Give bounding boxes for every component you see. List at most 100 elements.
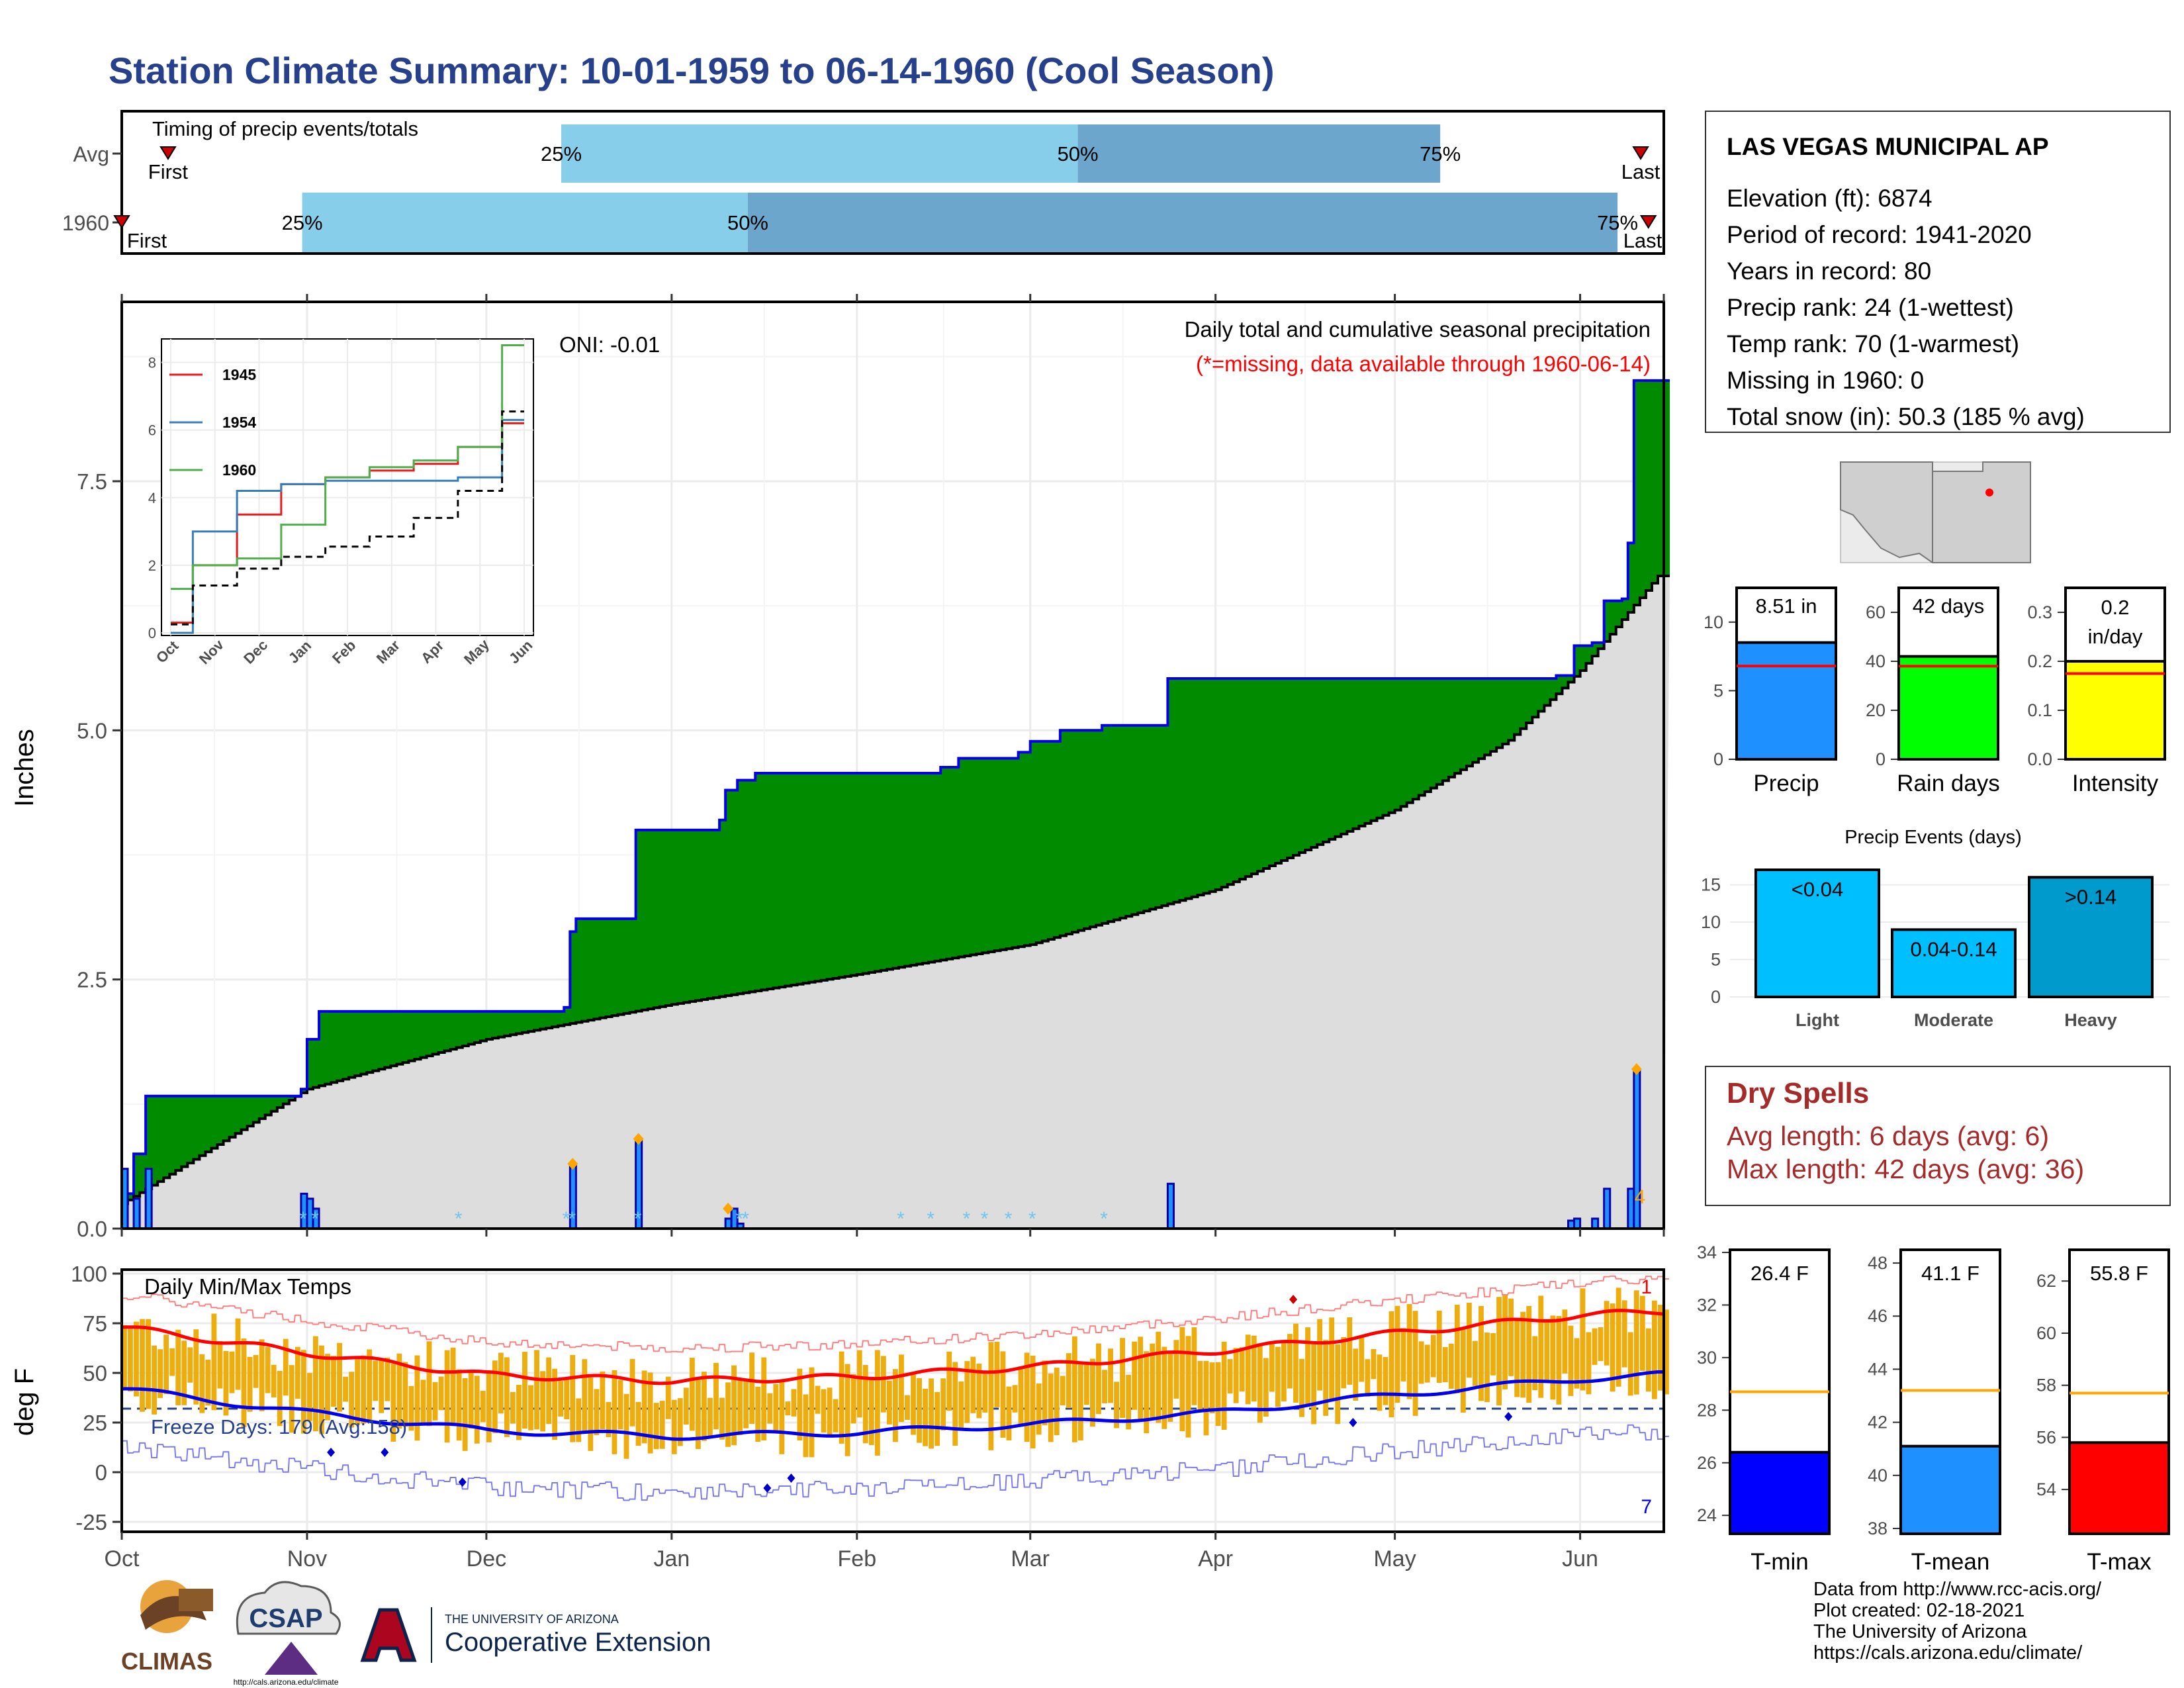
daily-temp-bar: [414, 1355, 420, 1441]
daily-temp-bar: [462, 1378, 468, 1451]
last-label: Last: [1623, 229, 1662, 252]
daily-temp-bar: [588, 1377, 594, 1451]
daily-temp-bar: [1610, 1303, 1615, 1392]
daily-temp-bar: [683, 1387, 689, 1425]
daily-temp-bar: [1502, 1295, 1508, 1389]
daily-temp-bar: [546, 1357, 552, 1425]
daily-temp-bar: [492, 1360, 498, 1434]
daily-temp-bar: [1036, 1383, 1042, 1435]
daily-temp-bar: [146, 1319, 151, 1409]
temp-y-tick-label: 100: [71, 1262, 107, 1286]
daily-temp-bar: [647, 1372, 653, 1454]
average-line: [122, 574, 1670, 1205]
daily-temp-bar: [199, 1354, 205, 1413]
summary-tick-label: 0: [1713, 749, 1723, 769]
daily-temp-bar: [337, 1342, 342, 1412]
first-event-marker: [159, 146, 177, 160]
station-info-line: Total snow (in): 50.3 (185 % avg): [1727, 403, 2085, 430]
ua-logo: THE UNIVERSITY OF ARIZONA Cooperative Ex…: [360, 1607, 711, 1663]
daily-temp-bar: [1359, 1336, 1365, 1382]
daily-temp-bar: [158, 1349, 163, 1398]
daily-temp-bar: [325, 1354, 330, 1421]
daily-temp-bar: [564, 1377, 570, 1420]
daily-temp-bar: [1024, 1352, 1030, 1442]
daily-temp-bar: [1066, 1353, 1071, 1409]
record-low-marker: [787, 1474, 796, 1483]
daily-temp-bar: [1424, 1344, 1430, 1383]
daily-temp-bar: [821, 1389, 827, 1433]
daily-temp-bar: [522, 1352, 527, 1429]
cumulative-line: [122, 379, 1670, 1196]
daily-temp-bar: [1245, 1335, 1251, 1405]
daily-temp-bar: [570, 1354, 576, 1442]
climas-logo: CLIMAS: [121, 1580, 213, 1675]
daily-temp-bar: [874, 1350, 880, 1456]
daily-temp-bar: [1161, 1346, 1167, 1429]
month-label: Nov: [287, 1546, 327, 1571]
daily-temp-bar: [229, 1351, 235, 1393]
temp-summary-tick-label: 40: [1868, 1466, 1888, 1485]
timing-pct-label: 25%: [541, 142, 582, 165]
daily-temp-bar: [576, 1398, 582, 1442]
daily-temp-bar: [856, 1350, 862, 1418]
daily-temp-bar: [1341, 1336, 1347, 1389]
precip-note-2: (*=missing, data available through 1960-…: [1196, 352, 1651, 376]
heavy-event-marker: [1631, 1063, 1642, 1076]
daily-temp-bar: [552, 1368, 558, 1440]
daily-temp-bar: [474, 1376, 480, 1444]
daily-temp-bar: [827, 1387, 833, 1436]
daily-precip-bar: [1603, 1188, 1612, 1230]
inset-y-label: 0: [148, 625, 156, 641]
daily-temp-bar: [940, 1378, 946, 1430]
daily-temp-bar: [582, 1359, 588, 1431]
credit-url: https://cals.arizona.edu/climate/: [1813, 1642, 2083, 1664]
events-tick-label: 5: [1711, 950, 1721, 970]
daily-temp-bar: [1388, 1311, 1394, 1418]
daily-temp-bar: [134, 1321, 139, 1397]
location-map: [1840, 461, 2031, 563]
daily-temp-bar: [1442, 1347, 1448, 1383]
daily-temp-bar: [868, 1379, 874, 1445]
daily-temp-bar: [128, 1328, 133, 1392]
daily-temp-bar: [390, 1364, 396, 1442]
daily-temp-bar: [169, 1348, 175, 1376]
daily-temp-bar: [235, 1318, 241, 1390]
daily-temp-bar: [1651, 1300, 1657, 1399]
dry-spells-title: Dry Spells: [1727, 1077, 1869, 1109]
daily-temp-bar: [1191, 1327, 1197, 1405]
summary-tick-label: 0.3: [2027, 602, 2052, 622]
events-bar-text: 0.04-0.14: [1911, 937, 1997, 961]
inset-y-label: 8: [148, 355, 156, 371]
daily-temp-bar: [1526, 1305, 1532, 1403]
daily-temp-bar: [1071, 1336, 1077, 1442]
daily-temp-bar: [373, 1360, 379, 1401]
daily-temp-bar: [1227, 1359, 1233, 1394]
month-label: Oct: [105, 1546, 140, 1571]
temp-summary-tick-label: 62: [2036, 1271, 2056, 1291]
daily-temp-bar: [223, 1350, 229, 1416]
daily-temp-bar: [140, 1319, 145, 1412]
climas-square-icon: [179, 1589, 213, 1611]
daily-temp-bar: [1048, 1373, 1054, 1442]
daily-temp-bar: [355, 1359, 361, 1425]
events-bar-Heavy: [2028, 876, 2154, 998]
daily-temp-bar: [444, 1350, 450, 1443]
month-label: Apr: [1198, 1546, 1233, 1571]
daily-temp-bar: [1430, 1335, 1436, 1378]
daily-temp-bar: [1514, 1318, 1520, 1397]
daily-temp-bar: [1562, 1309, 1568, 1374]
daily-temp-bar: [695, 1380, 701, 1449]
temp-summary-bar-T-max: [2068, 1441, 2170, 1536]
record-low-marker: [1349, 1418, 1357, 1427]
daily-temp-bar: [1257, 1343, 1263, 1423]
daily-temp-bar: [426, 1341, 432, 1427]
daily-temp-bar: [432, 1382, 438, 1421]
ua-a-icon: [360, 1608, 417, 1662]
daily-temp-bar: [911, 1372, 916, 1435]
month-label: Feb: [838, 1546, 877, 1571]
snow-marker: *: [927, 1208, 934, 1230]
daily-temp-bar: [1215, 1362, 1221, 1427]
daily-temp-bar: [1317, 1319, 1323, 1391]
